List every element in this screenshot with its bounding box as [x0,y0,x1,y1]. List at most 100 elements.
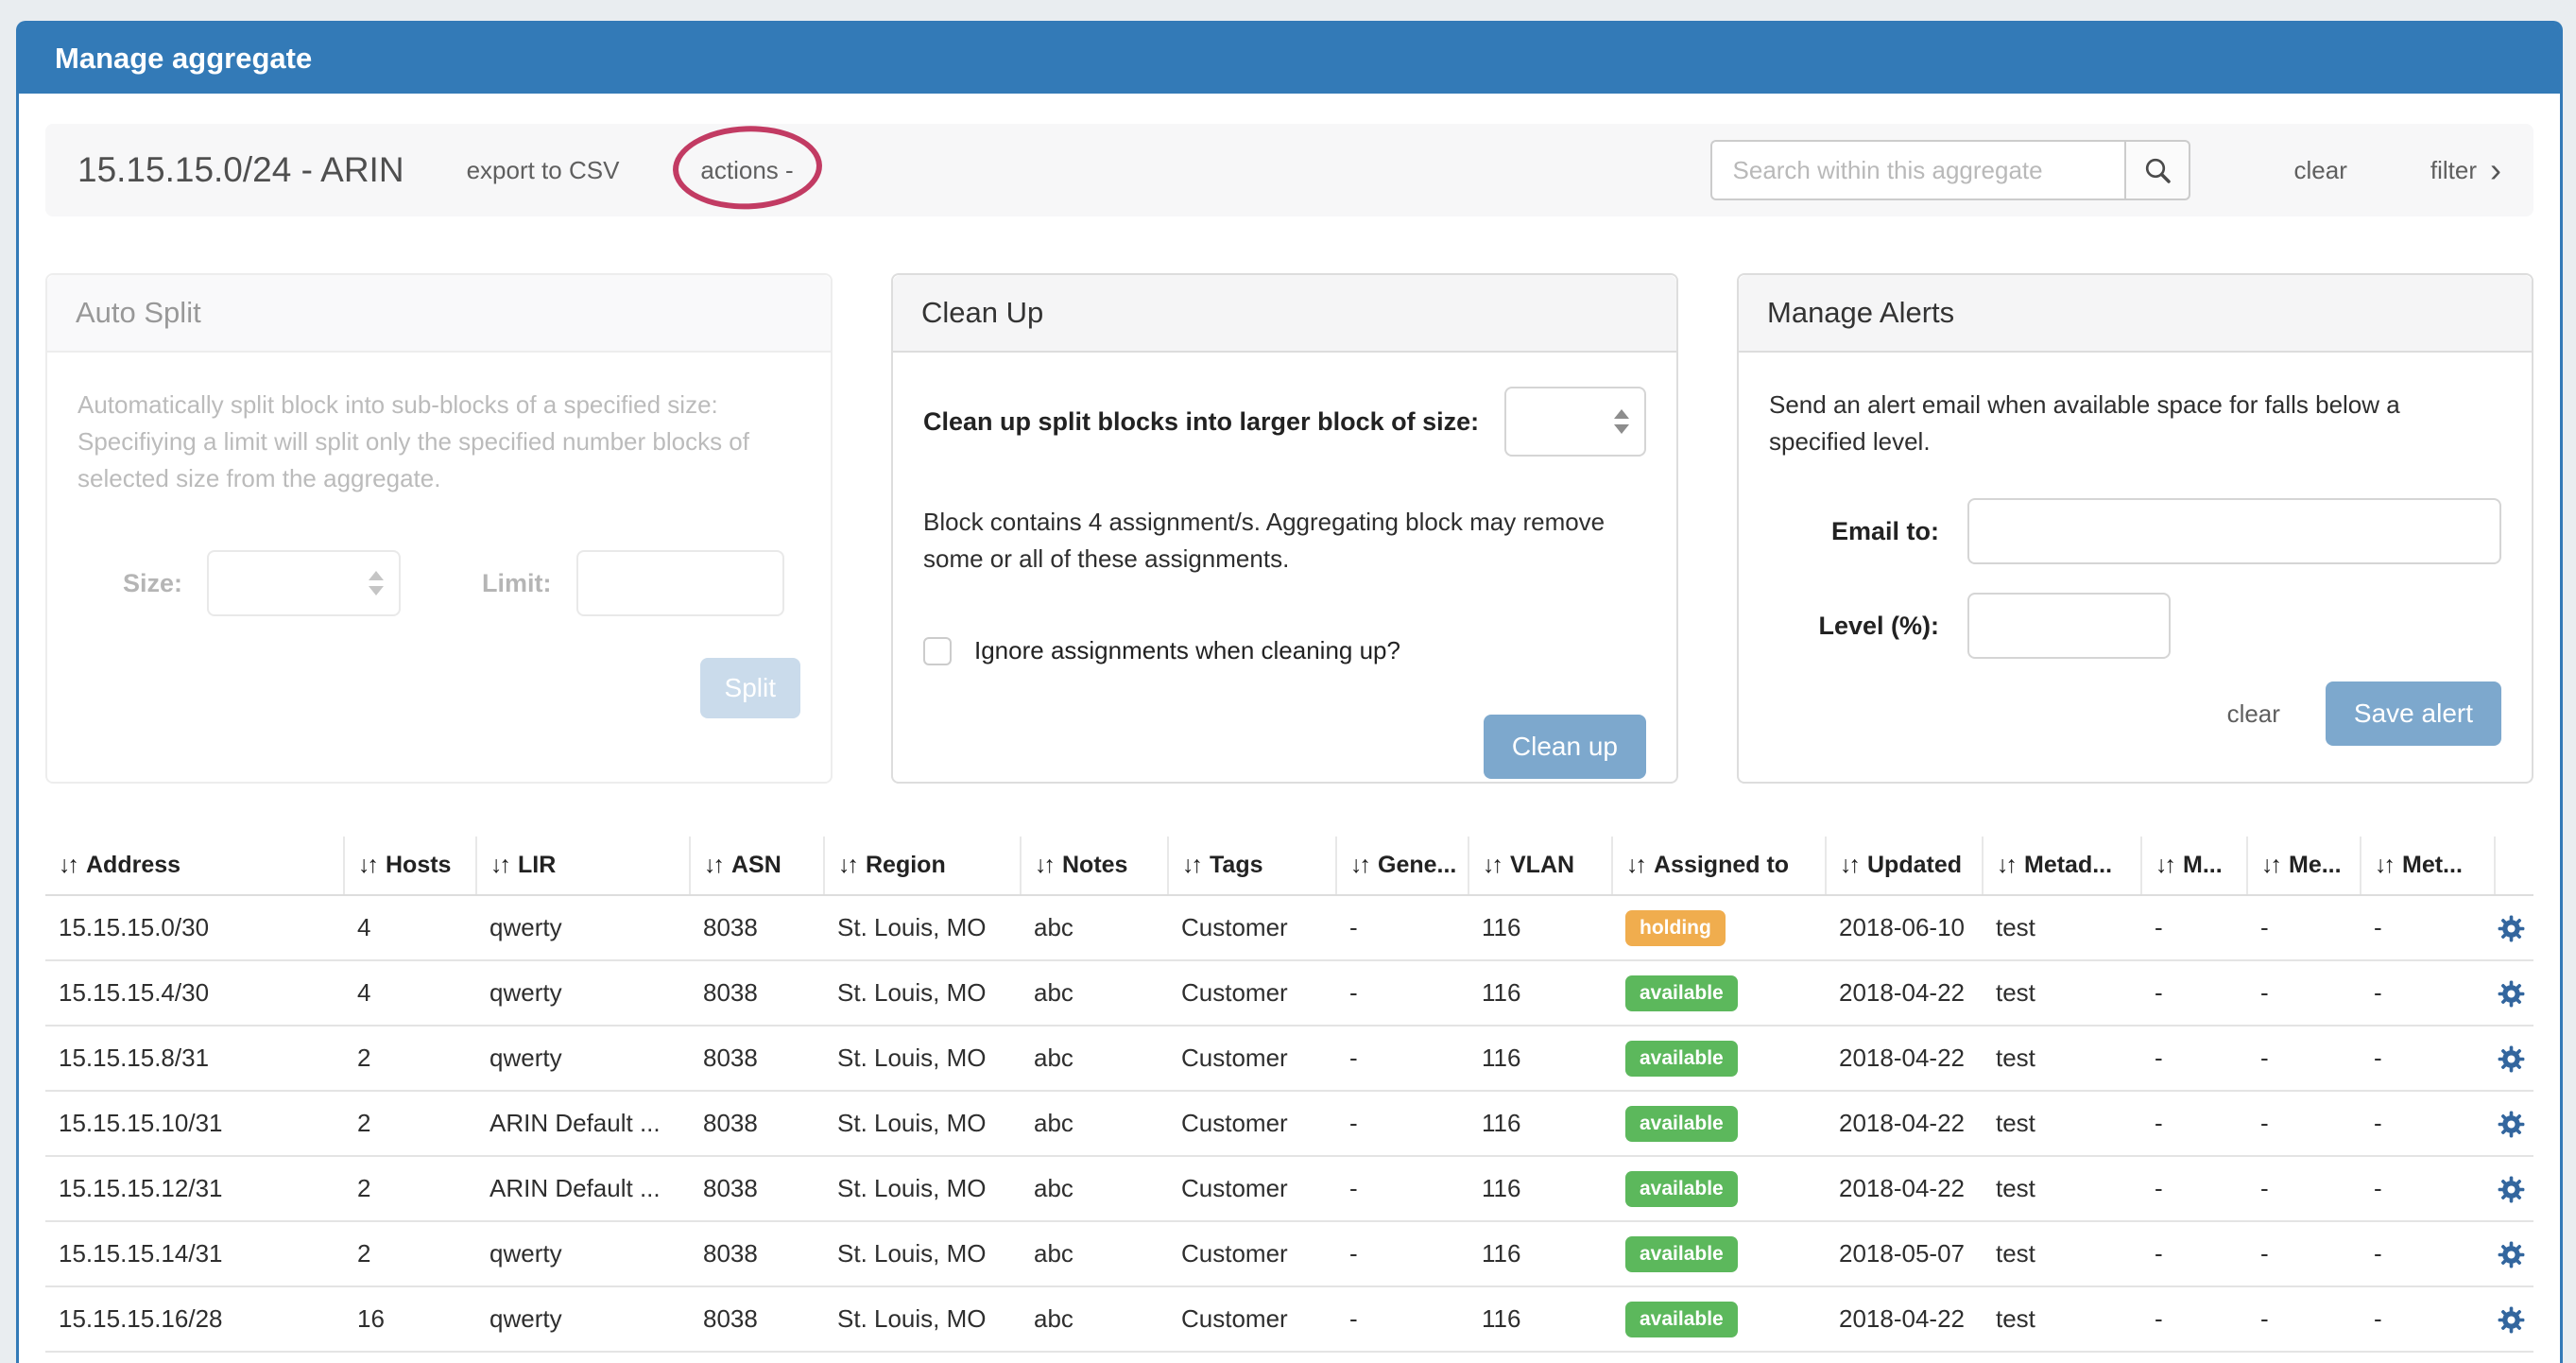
sort-icon: ↓↑ [1483,852,1503,878]
filter-link[interactable]: filter › [2430,153,2501,187]
sort-icon: ↓↑ [490,852,511,878]
status-badge: available [1625,1235,1738,1272]
email-row: Email to: [1769,498,2501,564]
cell-assigned: holding [1612,895,1826,961]
cell-region: St. Louis, MO [824,960,1021,1027]
panels-row: Auto Split Automatically split block int… [45,273,2533,784]
column-header-address[interactable]: ↓↑ Address [45,837,345,896]
auto-split-description: Automatically split block into sub-block… [77,390,749,492]
clear-alert-link[interactable]: clear [2226,699,2280,728]
cell-m3: - [2361,1221,2495,1287]
cell-vlan: 116 [1468,1026,1612,1092]
manage-alerts-actions: clear Save alert [1769,682,2501,746]
column-header-tags[interactable]: ↓↑ Tags [1168,837,1337,896]
gear-icon [2498,1306,2525,1334]
chevron-right-icon: › [2490,150,2501,189]
actions-label: actions - [700,155,794,184]
clean-up-title: Clean Up [921,296,1044,329]
cleanup-size-select[interactable] [1504,387,1646,457]
clear-search-link[interactable]: clear [2293,155,2347,184]
status-badge: available [1625,1105,1738,1142]
column-header-hosts[interactable]: ↓↑ Hosts [344,837,477,896]
cell-hosts: 2 [344,1221,476,1287]
column-header-notes[interactable]: ↓↑ Notes [1021,837,1169,896]
status-badge: available [1625,1170,1738,1207]
search-input[interactable] [1709,140,2124,200]
column-header-assignedto[interactable]: ↓↑ Assigned to [1612,837,1827,896]
row-settings-button[interactable] [2495,1156,2533,1222]
column-header-updated[interactable]: ↓↑ Updated [1826,837,1984,896]
table-row: 15.15.15.10/31 2 ARIN Default ... 8038 St. L… [45,1091,2533,1157]
row-settings-button[interactable] [2495,1286,2533,1353]
split-button[interactable]: Split [699,658,800,718]
cell-lir: ARIN Default ... [476,1091,690,1157]
size-select[interactable] [207,550,402,616]
actions-dropdown[interactable]: actions - [671,123,824,213]
cell-asn: 8038 [690,1091,824,1157]
column-header-asn[interactable]: ↓↑ ASN [690,837,825,896]
cell-m1: - [2141,1286,2247,1353]
sort-icon: ↓↑ [2375,852,2396,878]
ignore-assignments-row: Ignore assignments when cleaning up? [923,636,1646,665]
cleanup-button[interactable]: Clean up [1483,715,1646,779]
column-header-metad[interactable]: ↓↑ Metad... [1983,837,2142,896]
page-title: Manage aggregate [55,42,313,75]
cell-gene: - [1336,1026,1468,1092]
cell-vlan: 116 [1468,1156,1612,1222]
cell-assigned: available [1612,1026,1826,1092]
row-settings-button[interactable] [2495,895,2533,961]
manage-alerts-title: Manage Alerts [1767,296,1955,329]
column-header-vlan[interactable]: ↓↑ VLAN [1468,837,1613,896]
size-label: Size: [123,568,183,597]
sort-icon: ↓↑ [838,852,859,878]
cell-m2: - [2247,1221,2361,1287]
export-csv-link[interactable]: export to CSV [466,155,620,184]
cell-asn: 8038 [690,1221,824,1287]
column-header-me[interactable]: ↓↑ Me... [2247,837,2361,896]
column-header-m[interactable]: ↓↑ M... [2141,837,2248,896]
column-header-lir[interactable]: ↓↑ LIR [476,837,691,896]
cell-metad: test [1983,1286,2141,1353]
aggregate-toolbar: 15.15.15.0/24 - ARIN export to CSV actio… [45,123,2533,216]
gear-icon [2498,1241,2525,1268]
column-header-gene[interactable]: ↓↑ Gene... [1336,837,1469,896]
manage-alerts-body: Send an alert email when available space… [1739,353,2532,780]
limit-input[interactable] [575,550,784,616]
gear-icon [2498,915,2525,942]
cell-asn: 8038 [690,895,824,961]
auto-split-panel-header: Auto Split [47,275,831,353]
save-alert-button[interactable]: Save alert [2325,682,2501,746]
cell-m2: - [2247,1091,2361,1157]
cell-asn: 8038 [690,1026,824,1092]
column-header-region[interactable]: ↓↑ Region [824,837,1022,896]
column-header-row-actions [2495,837,2533,896]
cell-m3: - [2361,895,2495,961]
cell-m1: - [2141,895,2247,961]
cell-address: 15.15.15.0/30 [45,895,344,961]
ignore-assignments-checkbox[interactable] [923,636,952,665]
search-button[interactable] [2123,140,2190,200]
cell-m3: - [2361,960,2495,1027]
row-settings-button[interactable] [2495,1091,2533,1157]
manage-alerts-description: Send an alert email when available space… [1769,390,2400,456]
select-stepper-icon [369,571,385,595]
row-settings-button[interactable] [2495,1221,2533,1287]
cell-notes: abc [1021,1221,1168,1287]
cell-updated: 2018-05-07 [1826,1221,1983,1287]
column-header-met[interactable]: ↓↑ Met... [2361,837,2496,896]
row-settings-button[interactable] [2495,1026,2533,1092]
cell-lir: qwerty [476,960,690,1027]
search-icon [2145,158,2171,183]
cell-vlan: 116 [1468,1286,1612,1353]
gear-icon [2498,1111,2525,1138]
cell-asn: 8038 [690,1286,824,1353]
cell-region: St. Louis, MO [824,1026,1021,1092]
level-input[interactable] [1967,593,2171,659]
cell-m3: - [2361,1026,2495,1092]
cell-asn: 8038 [690,1156,824,1222]
email-input[interactable] [1967,498,2501,564]
row-settings-button[interactable] [2495,960,2533,1027]
table-row: 15.15.15.12/31 2 ARIN Default ... 8038 St. L… [45,1156,2533,1222]
level-label: Level (%): [1818,611,1939,640]
cell-hosts: 2 [344,1091,476,1157]
